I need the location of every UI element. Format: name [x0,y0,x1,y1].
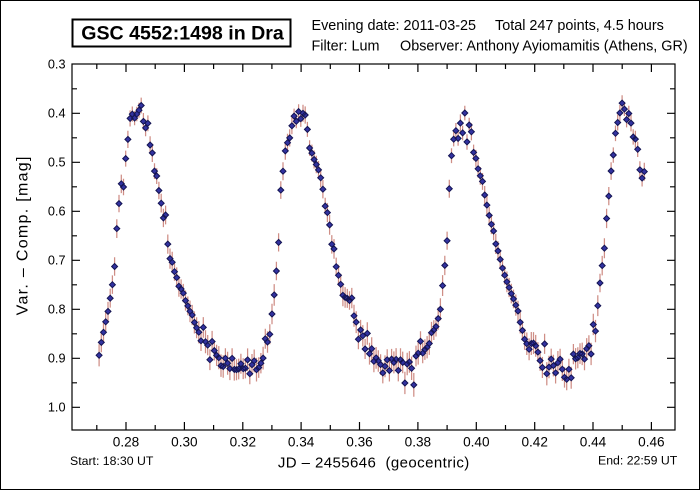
svg-text:1.0: 1.0 [48,401,66,415]
svg-text:0.32: 0.32 [230,435,256,450]
svg-text:0.9: 0.9 [48,352,66,366]
svg-text:0.40: 0.40 [463,435,490,450]
svg-text:0.8: 0.8 [48,303,66,317]
svg-text:End: 22:59 UT: End: 22:59 UT [598,454,678,468]
svg-text:JD – 2455646 (geocentric): JD – 2455646 (geocentric) [278,455,470,472]
svg-text:0.30: 0.30 [171,435,198,450]
svg-text:Start: 18:30 UT: Start: 18:30 UT [70,454,154,468]
svg-text:0.28: 0.28 [113,435,139,450]
svg-text:0.7: 0.7 [48,254,66,268]
svg-text:Observer: Anthony Ayiomamitis: Observer: Anthony Ayiomamitis (Athens, G… [400,39,688,55]
svg-text:0.3: 0.3 [48,58,66,72]
svg-text:0.38: 0.38 [405,435,431,450]
svg-text:0.5: 0.5 [48,156,66,170]
svg-text:0.44: 0.44 [580,435,607,450]
svg-text:Evening date: 2011-03-25: Evening date: 2011-03-25 [312,18,477,34]
svg-text:0.46: 0.46 [638,435,664,450]
svg-text:Var. – Comp. [mag]: Var. – Comp. [mag] [14,155,31,315]
svg-text:Total 247 points, 4.5 hours: Total 247 points, 4.5 hours [495,18,664,34]
svg-text:0.34: 0.34 [288,435,315,450]
svg-text:0.4: 0.4 [48,107,66,121]
svg-text:Filter: Lum: Filter: Lum [312,39,380,55]
svg-text:0.42: 0.42 [521,435,547,450]
svg-text:0.36: 0.36 [346,435,372,450]
svg-text:GSC 4552:1498 in Dra: GSC 4552:1498 in Dra [81,22,285,44]
svg-text:0.6: 0.6 [48,205,66,219]
